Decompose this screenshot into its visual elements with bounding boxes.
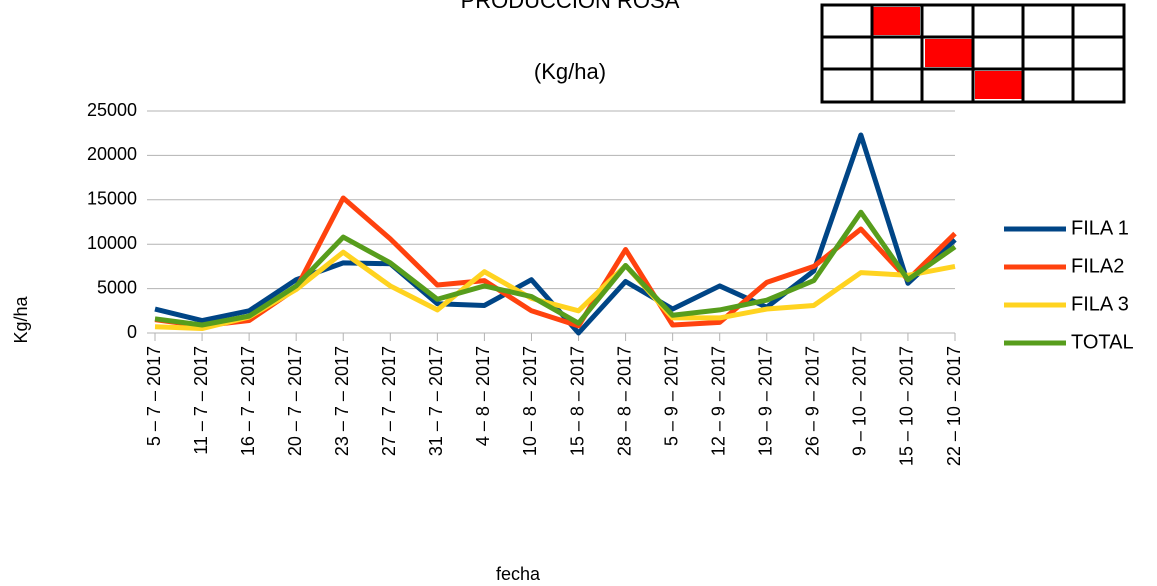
x-tick-label: 15 – 10 – 2017 xyxy=(897,346,917,466)
y-tick-label: 25000 xyxy=(87,100,137,120)
y-tick-label: 10000 xyxy=(87,233,137,253)
legend-label: FILA 1 xyxy=(1071,217,1129,239)
legend-label: FILA 3 xyxy=(1071,293,1129,315)
x-tick-label: 27 – 7 – 2017 xyxy=(379,346,399,456)
y-tick-label: 5000 xyxy=(97,277,137,297)
y-axis-label: Kg/ha xyxy=(11,295,31,343)
x-tick-label: 16 – 7 – 2017 xyxy=(238,346,258,456)
x-tick-label: 26 – 9 – 2017 xyxy=(803,346,823,456)
x-tick-label: 15 – 8 – 2017 xyxy=(567,346,587,456)
chart-title: PRODUCCION ROSA xyxy=(461,0,680,13)
y-tick-label: 15000 xyxy=(87,189,137,209)
x-tick-label: 22 – 10 – 2017 xyxy=(944,346,964,466)
x-tick-label: 10 – 8 – 2017 xyxy=(520,346,540,456)
decorative-grid xyxy=(820,3,1126,104)
line-series xyxy=(154,249,956,332)
line-series xyxy=(154,209,957,328)
x-tick-label: 11 – 7 – 2017 xyxy=(191,346,211,455)
x-tick-label: 19 – 9 – 2017 xyxy=(756,346,776,456)
y-tick-label: 20000 xyxy=(87,144,137,164)
x-tick-label: 20 – 7 – 2017 xyxy=(285,346,305,456)
legend-label: FILA2 xyxy=(1071,255,1124,277)
x-axis-label: fecha xyxy=(496,564,541,584)
x-tick-label: 5 – 7 – 2017 xyxy=(144,346,164,446)
x-tick-label: 4 – 8 – 2017 xyxy=(473,346,493,446)
y-tick-label: 0 xyxy=(127,322,137,342)
x-tick-label: 31 – 7 – 2017 xyxy=(426,346,446,456)
x-tick-label: 23 – 7 – 2017 xyxy=(332,346,352,456)
chart-subtitle: (Kg/ha) xyxy=(534,59,606,84)
legend-label: TOTAL xyxy=(1071,331,1134,353)
x-tick-label: 9 – 10 – 2017 xyxy=(850,346,870,456)
x-tick-label: 12 – 9 – 2017 xyxy=(708,346,728,456)
x-tick-label: 5 – 9 – 2017 xyxy=(661,346,681,446)
x-tick-label: 28 – 8 – 2017 xyxy=(614,346,634,456)
